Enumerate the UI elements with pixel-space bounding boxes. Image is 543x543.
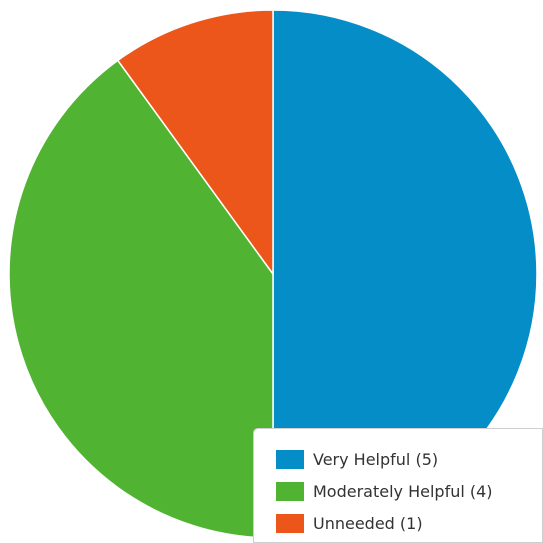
legend-label-moderately-helpful: Moderately Helpful (4) [313, 481, 493, 501]
legend-item-very-helpful: Very Helpful (5) [276, 443, 542, 475]
legend-label-very-helpful: Very Helpful (5) [313, 449, 439, 469]
legend-label-unneeded: Unneeded (1) [313, 513, 423, 533]
chart-legend: Very Helpful (5) Moderately Helpful (4) … [253, 428, 543, 543]
legend-item-moderately-helpful: Moderately Helpful (4) [276, 475, 542, 507]
pie-slice-unneeded [117, 9, 274, 275]
legend-swatch-very-helpful [276, 449, 304, 469]
legend-item-unneeded: Unneeded (1) [276, 507, 542, 539]
pie-slice-moderately-helpful [8, 59, 274, 539]
legend-swatch-unneeded [276, 513, 304, 533]
legend-swatch-moderately-helpful [276, 481, 304, 501]
